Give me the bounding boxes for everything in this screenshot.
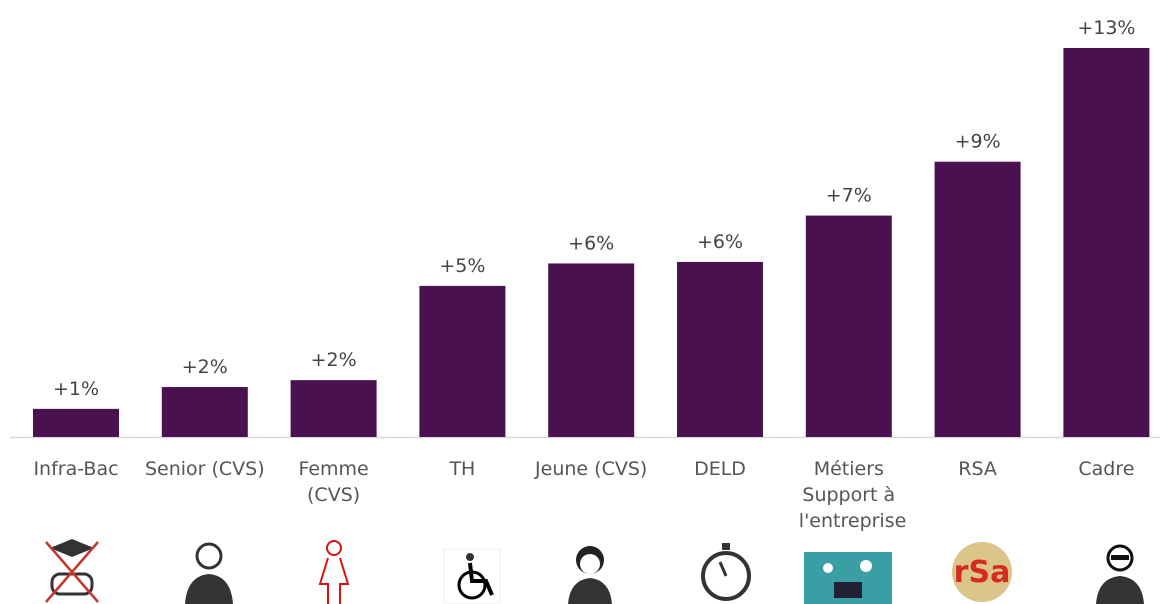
value-label: +13% (1077, 17, 1135, 39)
x-tick-label: TH (392, 456, 532, 482)
bar (548, 263, 634, 437)
x-tick-label: Infra-Bac (6, 456, 146, 482)
icons: rSa (46, 539, 1144, 604)
value-label: +5% (439, 255, 485, 277)
bar (677, 262, 763, 437)
x-tick-label: DELD (650, 456, 790, 482)
x-tick-label: Cadre (1036, 456, 1160, 482)
x-tick-label: RSA (908, 456, 1048, 482)
chart: rSa +1% +2% +2% +5% +6% +6% +7% +9% +13% (0, 0, 1160, 604)
value-label: +6% (697, 231, 743, 253)
bar (1063, 48, 1149, 437)
value-label: +6% (568, 232, 614, 254)
bar (935, 162, 1021, 437)
bar (162, 387, 248, 437)
bar (33, 409, 119, 437)
svg-text:rSa: rSa (954, 555, 1011, 590)
x-tick-label: Métiers Support à l'entreprise (799, 456, 899, 534)
value-label: +7% (826, 185, 872, 207)
bar (419, 286, 505, 437)
value-label: +2% (311, 349, 357, 371)
value-label: +9% (955, 131, 1001, 153)
x-tick-label: Femme (CVS) (284, 456, 384, 508)
x-tick-label: Senior (CVS) (135, 456, 275, 482)
x-tick-label: Jeune (CVS) (521, 456, 661, 482)
value-label: +1% (53, 378, 99, 400)
bar (806, 216, 892, 437)
value-label: +2% (182, 356, 228, 378)
page: rSa +1%+2%+2%+5%+6%+6%+7%+9%+13% (() => … (0, 0, 1160, 604)
bar (291, 380, 377, 437)
